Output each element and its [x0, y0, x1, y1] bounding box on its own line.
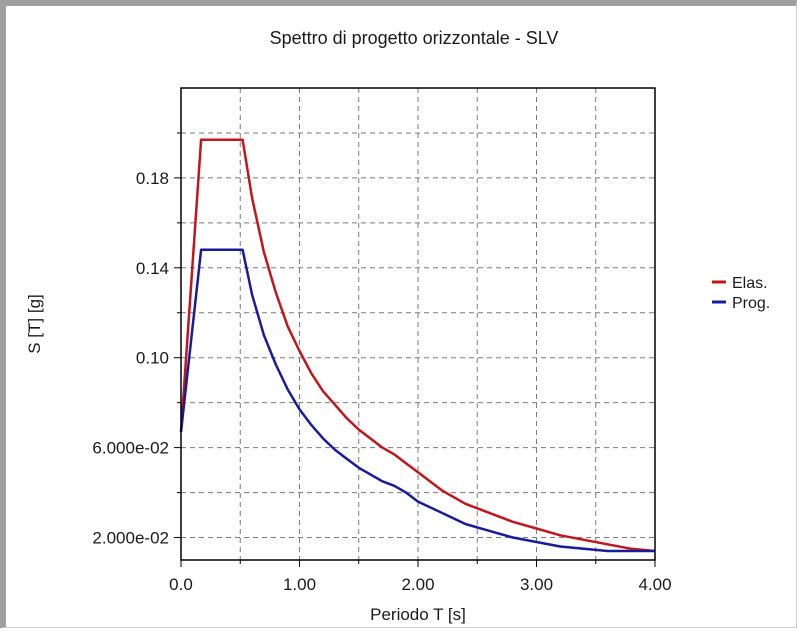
x-tick-labels: 0.0 1.00 2.00 3.00 4.00	[169, 575, 671, 594]
legend: Elas. Prog.	[712, 275, 770, 312]
y-tick-label: 0.18	[136, 169, 169, 188]
y-tick-label: 2.000e-02	[92, 529, 169, 548]
legend-label: Prog.	[732, 295, 770, 312]
legend-label: Elas.	[732, 275, 768, 292]
y-tick-label: 6.000e-02	[92, 439, 169, 458]
chart-title: Spettro di progetto orizzontale - SLV	[270, 28, 559, 48]
x-tick-label: 2.00	[401, 575, 434, 594]
series-line-elas	[181, 140, 655, 551]
x-tick-label: 3.00	[520, 575, 553, 594]
series-layer	[181, 140, 655, 551]
y-tick-label: 0.14	[136, 259, 169, 278]
x-tick-label: 1.00	[283, 575, 316, 594]
chart-svg: Spettro di progetto orizzontale - SLV 0.…	[6, 6, 797, 634]
y-tick-labels: 2.000e-02 6.000e-02 0.10 0.14 0.18	[92, 169, 169, 548]
y-axis-label: S [T] [g]	[25, 294, 44, 354]
x-axis-label: Periodo T [s]	[370, 605, 466, 624]
x-tick-label: 0.0	[169, 575, 193, 594]
grid-layer	[181, 88, 655, 560]
x-tick-label: 4.00	[638, 575, 671, 594]
y-tick-label: 0.10	[136, 349, 169, 368]
tick-layer	[174, 133, 655, 567]
